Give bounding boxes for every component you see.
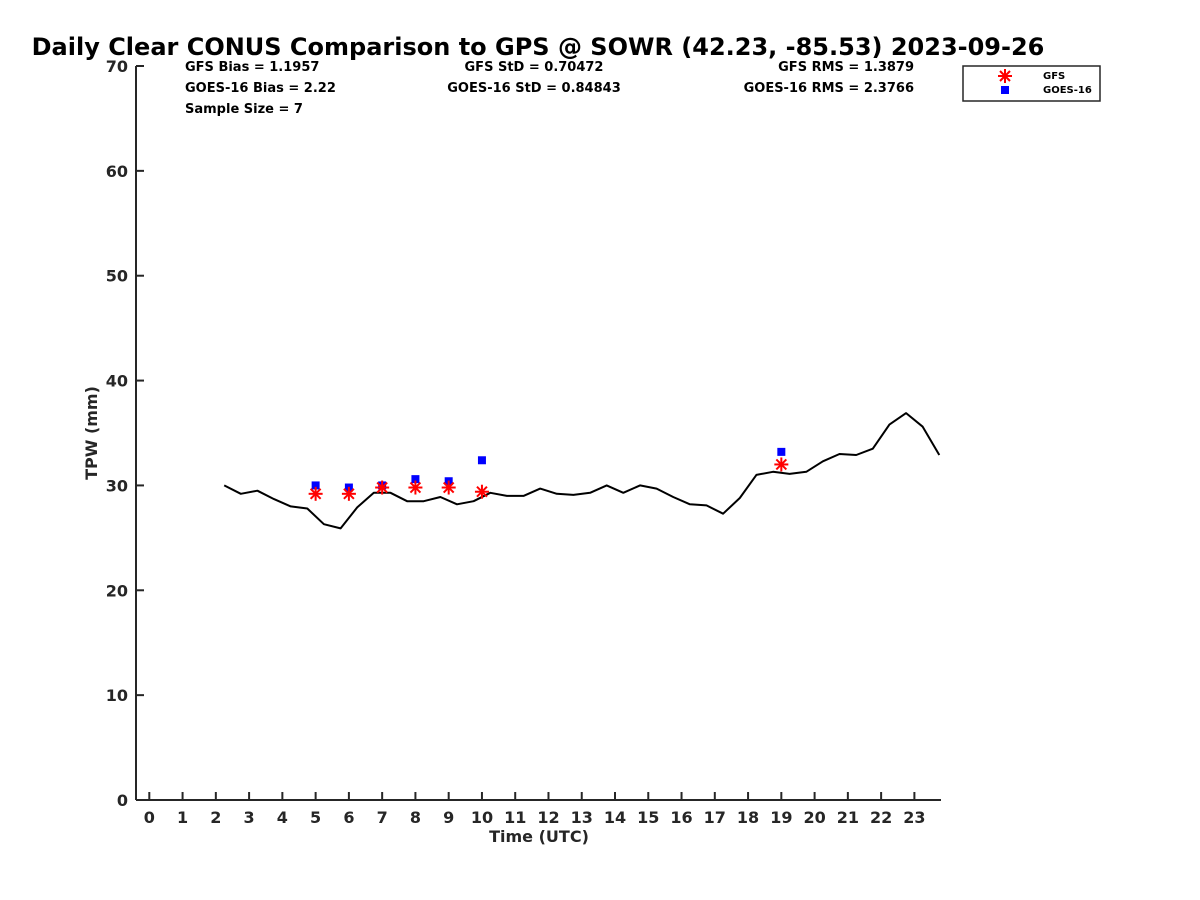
legend: GFS GOES-16 — [962, 65, 1101, 102]
series-line-gps — [223, 412, 941, 530]
x-tick-label: 7 — [377, 808, 388, 827]
y-tick-label: 50 — [106, 267, 128, 286]
x-tick-label: 12 — [537, 808, 559, 827]
data-point-gfs — [774, 457, 789, 472]
x-tick-label: 19 — [770, 808, 792, 827]
gfs-bias-stat: GFS Bias = 1.1957 — [185, 60, 319, 75]
goes-bias-stat: GOES-16 Bias = 2.22 — [185, 81, 336, 96]
gfs-rms-stat: GFS RMS = 1.3879 — [778, 60, 914, 75]
data-point-gfs — [408, 480, 423, 495]
x-tick-label: 9 — [443, 808, 454, 827]
x-tick-label: 20 — [803, 808, 825, 827]
y-tick-label: 70 — [106, 57, 128, 76]
data-point-gfs — [308, 486, 323, 501]
x-tick-label: 10 — [471, 808, 493, 827]
x-tick-label: 2 — [210, 808, 221, 827]
goes-std-stat: GOES-16 StD = 0.84843 — [447, 81, 621, 96]
y-tick-label: 20 — [106, 581, 128, 600]
x-tick-label: 22 — [870, 808, 892, 827]
y-tick-label: 60 — [106, 162, 128, 181]
x-tick-label: 18 — [737, 808, 759, 827]
x-tick-label: 3 — [244, 808, 255, 827]
gfs-std-stat: GFS StD = 0.70472 — [465, 60, 604, 75]
y-tick-label: 10 — [106, 686, 128, 705]
data-point-gfs — [441, 480, 456, 495]
x-tick-label: 16 — [670, 808, 692, 827]
legend-goes-marker-icon — [1001, 86, 1009, 94]
chart-title: Daily Clear CONUS Comparison to GPS @ SO… — [32, 33, 1045, 61]
x-tick-label: 23 — [903, 808, 925, 827]
data-point-gfs — [474, 484, 489, 499]
data-point-gfs — [375, 480, 390, 495]
x-tick-label: 6 — [343, 808, 354, 827]
legend-box — [962, 65, 1101, 102]
data-point-gfs — [341, 486, 356, 501]
x-tick-label: 0 — [144, 808, 155, 827]
x-tick-label: 8 — [410, 808, 421, 827]
sample-size-stat: Sample Size = 7 — [185, 102, 303, 117]
data-point-goes16 — [311, 481, 320, 490]
y-tick-label: 0 — [117, 791, 128, 810]
x-tick-label: 1 — [177, 808, 188, 827]
data-point-goes16 — [777, 447, 786, 456]
legend-label-gfs: GFS — [1043, 71, 1065, 82]
y-tick-label: 40 — [106, 372, 128, 391]
data-point-goes16 — [411, 475, 420, 484]
x-tick-label: 15 — [637, 808, 659, 827]
x-tick-label: 14 — [604, 808, 626, 827]
x-tick-label: 21 — [837, 808, 859, 827]
x-tick-label: 4 — [277, 808, 288, 827]
x-tick-label: 11 — [504, 808, 526, 827]
legend-label-goes: GOES-16 — [1043, 85, 1092, 96]
x-tick-label: 5 — [310, 808, 321, 827]
goes-rms-stat: GOES-16 RMS = 2.3766 — [744, 81, 914, 96]
y-axis-label: TPW (mm) — [82, 386, 101, 480]
y-tick-label: 30 — [106, 476, 128, 495]
legend-gfs-marker-icon — [998, 69, 1012, 83]
x-tick-label: 13 — [571, 808, 593, 827]
data-point-goes16 — [477, 456, 486, 465]
x-axis-label: Time (UTC) — [489, 827, 589, 846]
x-tick-label: 17 — [704, 808, 726, 827]
